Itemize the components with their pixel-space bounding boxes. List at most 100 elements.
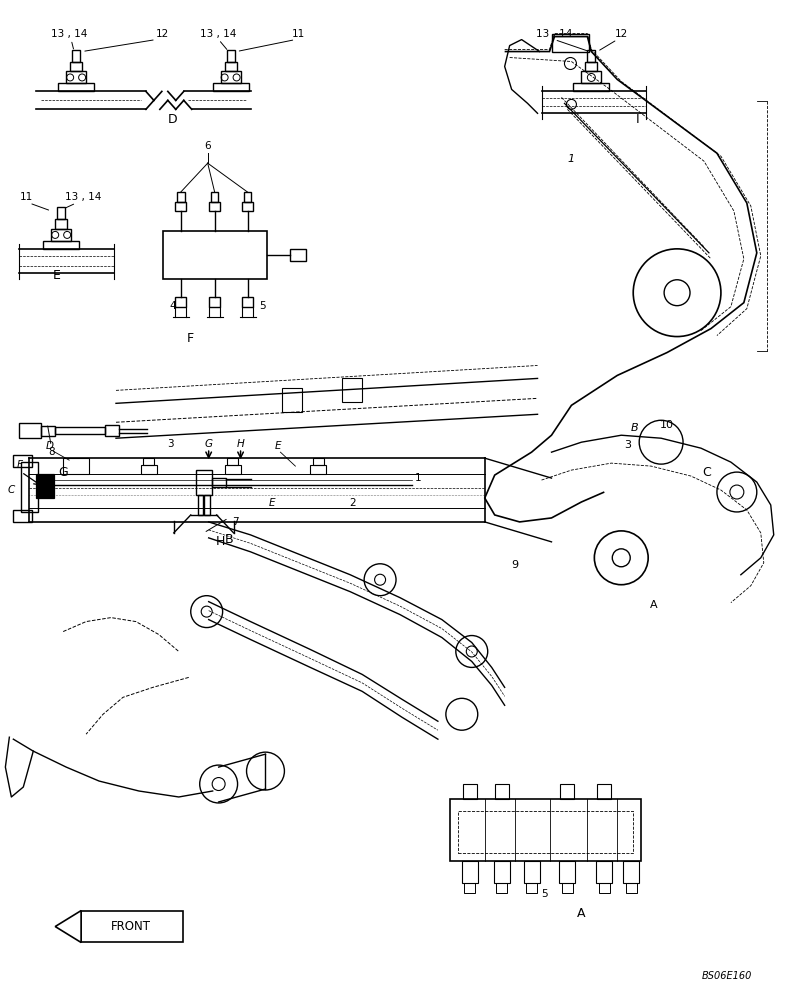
Bar [209, 297, 220, 307]
Bar [225, 465, 240, 474]
Bar [225, 62, 236, 71]
Text: C: C [702, 466, 710, 479]
Bar [598, 883, 609, 893]
Bar [242, 297, 253, 307]
Bar [51, 229, 71, 241]
Bar [226, 50, 234, 62]
Text: 11: 11 [291, 29, 305, 39]
Bar [13, 510, 32, 522]
Text: 1: 1 [414, 473, 421, 483]
Bar [561, 883, 573, 893]
Bar [595, 861, 611, 883]
Bar [41, 426, 55, 436]
Text: 13 , 14: 13 , 14 [65, 192, 101, 202]
Bar [310, 465, 326, 474]
Text: E: E [52, 269, 60, 282]
Bar [282, 388, 302, 412]
Text: 11: 11 [19, 192, 33, 202]
Bar [57, 207, 65, 219]
Bar [43, 241, 79, 249]
Text: 5: 5 [541, 889, 547, 899]
Bar [227, 458, 238, 465]
Text: 12: 12 [614, 29, 627, 39]
Text: 12: 12 [156, 29, 169, 39]
Bar [55, 427, 105, 434]
Bar [177, 192, 184, 202]
Text: 3: 3 [167, 439, 174, 449]
Text: E: E [269, 498, 276, 508]
Text: 1: 1 [567, 154, 574, 164]
Bar [212, 83, 248, 91]
Text: F: F [16, 460, 22, 470]
Text: G: G [58, 466, 68, 479]
Bar [175, 297, 186, 307]
Bar [63, 458, 89, 474]
Text: 5: 5 [259, 301, 265, 311]
Text: I: I [635, 113, 638, 126]
Text: H: H [236, 439, 244, 449]
Bar [341, 378, 362, 402]
Bar [560, 784, 573, 799]
Polygon shape [55, 911, 81, 942]
Text: F: F [187, 332, 194, 345]
Text: FRONT: FRONT [111, 920, 151, 933]
Bar [195, 470, 212, 495]
Bar [58, 83, 94, 91]
Text: D: D [168, 113, 178, 126]
Bar [72, 50, 80, 62]
Text: 13 , 14: 13 , 14 [200, 29, 237, 39]
Text: BS06E160: BS06E160 [701, 971, 751, 981]
Text: A: A [577, 907, 585, 920]
Bar [625, 883, 636, 893]
Bar [55, 219, 67, 229]
Bar [551, 34, 589, 52]
Bar [209, 202, 220, 211]
Bar [623, 861, 638, 883]
Bar [105, 425, 119, 436]
Bar [197, 495, 203, 515]
Bar [290, 249, 306, 261]
Bar [464, 883, 474, 893]
Bar [586, 50, 594, 62]
Bar [462, 784, 476, 799]
Text: H: H [216, 535, 225, 548]
Text: C: C [8, 485, 15, 495]
Text: G: G [204, 439, 212, 449]
Bar [175, 202, 186, 211]
Text: 9: 9 [510, 560, 517, 570]
Text: 13 , 14: 13 , 14 [51, 29, 88, 39]
Bar [523, 861, 539, 883]
Bar [559, 861, 575, 883]
Bar [21, 462, 38, 512]
Bar [581, 71, 601, 83]
Bar [81, 911, 182, 942]
Bar [19, 423, 41, 438]
Bar [597, 784, 611, 799]
Text: B: B [629, 423, 637, 433]
Text: 6: 6 [204, 141, 211, 151]
Text: 7: 7 [232, 517, 238, 527]
Bar [163, 231, 267, 279]
Bar [494, 784, 508, 799]
Bar [243, 192, 251, 202]
Text: 2: 2 [349, 498, 355, 508]
Bar [496, 883, 507, 893]
Bar [461, 861, 477, 883]
Bar [585, 62, 597, 71]
Bar [141, 465, 157, 474]
Bar [242, 202, 253, 211]
Bar [573, 83, 608, 91]
Text: B: B [224, 533, 233, 546]
Text: E: E [275, 441, 281, 451]
Bar [221, 71, 240, 83]
Bar [212, 478, 225, 487]
Text: 8: 8 [48, 447, 54, 457]
Text: D: D [45, 441, 54, 451]
Bar [204, 495, 209, 515]
Text: 13 , 14: 13 , 14 [535, 29, 572, 39]
Bar [144, 458, 154, 465]
Bar [312, 458, 324, 465]
Bar [13, 455, 32, 467]
Text: 3: 3 [623, 440, 630, 450]
Bar [457, 811, 633, 853]
